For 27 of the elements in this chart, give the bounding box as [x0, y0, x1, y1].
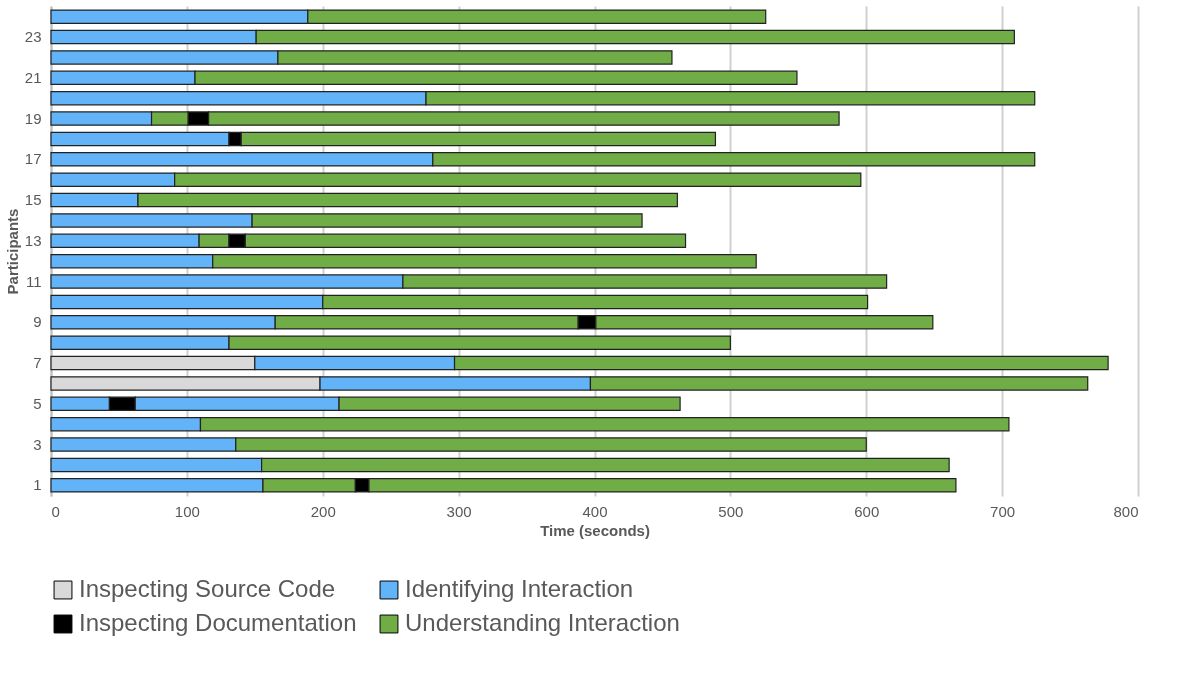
legend-label: Identifying Interaction — [405, 575, 634, 602]
legend-label: Inspecting Source Code — [79, 575, 336, 602]
x-tick-label: 100 — [174, 502, 200, 520]
y-tick-label: 15 — [24, 191, 42, 209]
x-axis-title: Time (seconds) — [540, 521, 650, 539]
x-tick-label: 800 — [1113, 502, 1139, 520]
x-tick-label: 700 — [990, 502, 1016, 520]
y-tick-label: 23 — [24, 28, 42, 46]
legend-label: Inspecting Documentation — [79, 609, 357, 636]
y-tick-label: 19 — [24, 109, 42, 127]
y-tick-label: 7 — [33, 354, 42, 372]
legend-label: Understanding Interaction — [405, 609, 680, 636]
y-tick-label: 17 — [24, 150, 42, 168]
y-tick-label: 13 — [24, 231, 42, 249]
y-axis-title: Participants — [3, 208, 21, 295]
y-tick-label: 21 — [24, 68, 42, 86]
y-tick-label: 3 — [33, 435, 42, 453]
x-tick-label: 600 — [854, 502, 880, 520]
x-tick-label: 500 — [718, 502, 744, 520]
y-tick-label: 5 — [33, 394, 42, 412]
x-tick-label: 200 — [310, 502, 336, 520]
x-tick-label: 0 — [51, 502, 60, 520]
y-tick-label: 11 — [25, 272, 42, 290]
x-tick-label: 400 — [582, 502, 608, 520]
y-tick-label: 9 — [33, 313, 42, 331]
y-tick-label: 1 — [33, 476, 42, 494]
x-tick-label: 300 — [446, 502, 472, 520]
